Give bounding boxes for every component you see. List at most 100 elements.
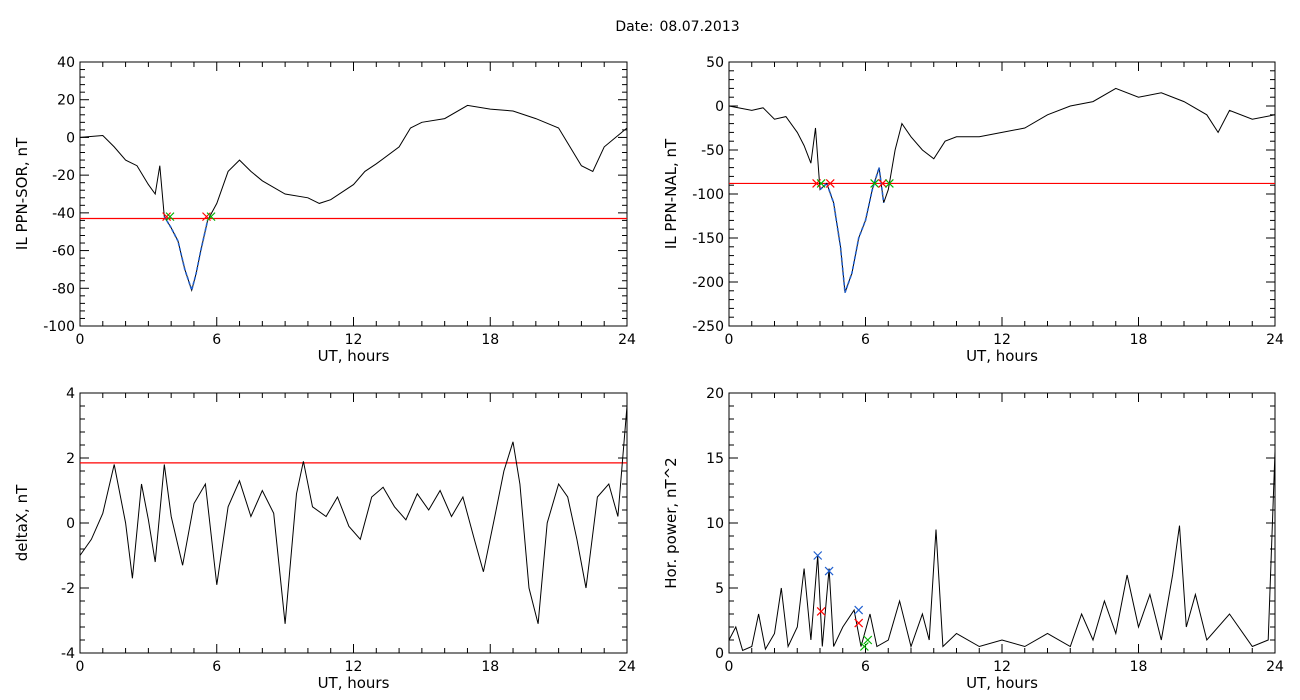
marker-green — [870, 179, 880, 188]
chart-panel-1: 0 6 12 18 24 40 20 0 -20 -40 -60 -80 -100 UT, hours IL… — [13, 55, 636, 365]
marker-stroke — [884, 179, 894, 188]
marker-stroke — [816, 606, 826, 616]
y-tick-label: -40 — [52, 206, 75, 222]
y-tick-label: -60 — [52, 244, 75, 260]
y-tick-label: -50 — [701, 143, 724, 159]
x-tick-label: 0 — [76, 659, 85, 675]
y-tick-label: -200 — [692, 275, 724, 291]
date-title: Date: 08.07.2013 — [0, 19, 1300, 35]
x-tick-label: 18 — [481, 659, 499, 675]
marker-red — [854, 618, 864, 628]
x-tick-label: 0 — [76, 332, 85, 348]
x-tick-label: 6 — [861, 332, 870, 348]
series-line — [79, 104, 628, 292]
marker-blue — [854, 605, 864, 615]
marker-green — [884, 179, 894, 188]
marker-stroke — [859, 642, 869, 651]
chart-panel-3: 0 6 12 18 24 4 2 0 -2 -4 UT, hours deltaX, nT — [13, 386, 636, 692]
x-axis-label: UT, hours — [318, 674, 390, 692]
x-tick-label: 0 — [725, 332, 734, 348]
y-axis-label: deltaX, nT — [13, 484, 31, 561]
y-tick-label: -250 — [692, 319, 724, 335]
y-tick-label: 15 — [706, 451, 724, 467]
marker-stroke — [162, 212, 172, 222]
x-tick-label: 24 — [618, 659, 636, 675]
marker-stroke — [863, 635, 873, 645]
marker-stroke — [165, 212, 175, 222]
marker-red — [162, 212, 172, 222]
y-tick-label: 0 — [66, 130, 75, 146]
plot-frame — [728, 61, 1276, 327]
y-axis-label: IL PPN-NAL, nT — [662, 138, 680, 249]
y-tick-label: -100 — [692, 187, 724, 203]
y-tick-label: 0 — [66, 516, 75, 532]
y-tick-label: 0 — [715, 99, 724, 115]
marker-stroke — [206, 212, 216, 222]
y-tick-label: 4 — [66, 386, 75, 402]
x-tick-label: 24 — [1266, 332, 1284, 348]
x-tick-label: 18 — [1130, 332, 1148, 348]
marker-stroke — [825, 179, 835, 188]
x-tick-label: 12 — [993, 332, 1011, 348]
marker-red — [878, 179, 887, 188]
y-tick-label: 20 — [706, 386, 724, 402]
y-tick-label: 0 — [715, 646, 724, 662]
x-tick-label: 24 — [618, 332, 636, 348]
x-tick-label: 12 — [993, 659, 1011, 675]
x-tick-label: 6 — [212, 332, 221, 348]
chart-panel-4: 0 6 12 18 24 20 15 10 5 0 UT, hours Hor. power, nT^… — [662, 386, 1284, 692]
x-tick-label: 12 — [345, 659, 363, 675]
x-axis-label: UT, hours — [318, 347, 390, 365]
marker-green — [859, 642, 869, 651]
highlight-segment — [163, 216, 209, 294]
y-tick-label: 20 — [57, 93, 75, 109]
y-tick-label: 5 — [715, 581, 724, 597]
marker-green — [863, 635, 873, 645]
series-line — [728, 451, 1276, 652]
y-tick-label: 10 — [706, 516, 724, 532]
x-tick-label: 6 — [861, 659, 870, 675]
marker-stroke — [870, 179, 880, 188]
x-tick-label: 0 — [725, 659, 734, 675]
plot-frame — [79, 392, 628, 654]
plot-frame — [728, 392, 1276, 654]
x-axis-label: UT, hours — [966, 674, 1038, 692]
y-axis-label: IL PPN-SOR, nT — [13, 137, 31, 250]
x-tick-label: 12 — [345, 332, 363, 348]
y-tick-label: 50 — [706, 55, 724, 71]
x-axis-label: UT, hours — [966, 347, 1038, 365]
y-tick-label: -4 — [61, 646, 75, 662]
y-tick-label: 40 — [57, 55, 75, 71]
y-axis-label: Hor. power, nT^2 — [662, 457, 680, 588]
marker-red — [816, 606, 826, 616]
marker-stroke — [824, 566, 834, 576]
date-value: 08.07.2013 — [659, 19, 740, 35]
marker-stroke — [813, 551, 823, 560]
x-tick-label: 18 — [1130, 659, 1148, 675]
y-tick-label: 2 — [66, 451, 75, 467]
y-tick-label: -150 — [692, 231, 724, 247]
marker-stroke — [854, 618, 864, 628]
marker-stroke — [878, 179, 887, 188]
y-tick-label: -100 — [43, 319, 75, 335]
marker-green — [816, 179, 826, 188]
date-label: Date: — [615, 19, 654, 35]
y-tick-label: -80 — [52, 281, 75, 297]
marker-red — [825, 179, 835, 188]
marker-green — [165, 212, 175, 222]
marker-stroke — [854, 605, 864, 615]
chart-panel-2: 0 6 12 18 24 50 0 -50 -100 -150 -200 -250 UT, hours I… — [662, 55, 1284, 365]
highlight-segment — [819, 167, 885, 293]
marker-stroke — [816, 179, 826, 188]
x-tick-label: 18 — [481, 332, 499, 348]
marker-green — [206, 212, 216, 222]
x-tick-label: 24 — [1266, 659, 1284, 675]
x-tick-label: 6 — [212, 659, 221, 675]
series-line — [79, 405, 628, 624]
series-line — [728, 87, 1276, 293]
y-tick-label: -2 — [61, 581, 75, 597]
marker-blue — [813, 551, 823, 560]
marker-blue — [824, 566, 834, 576]
y-tick-label: -20 — [52, 168, 75, 184]
